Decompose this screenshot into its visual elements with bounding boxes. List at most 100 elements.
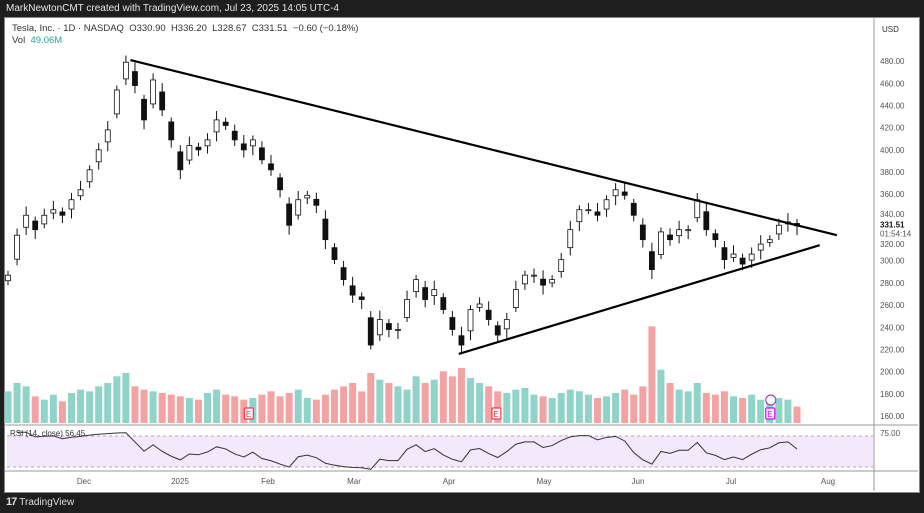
volume-bar	[385, 383, 393, 423]
candle-body	[730, 253, 737, 258]
candle-body	[367, 317, 374, 346]
volume-bar	[711, 394, 719, 423]
candle-body	[431, 289, 438, 296]
candle-body	[304, 194, 311, 199]
candle-body	[712, 233, 719, 241]
candle-body	[458, 335, 465, 346]
volume-bar	[22, 386, 30, 423]
volume-bar	[149, 391, 157, 423]
volume-bar	[775, 398, 783, 423]
volume-bar	[512, 389, 520, 423]
candle-body	[231, 130, 238, 141]
candle-body	[621, 191, 628, 196]
candle-body	[195, 146, 202, 151]
candle-body	[594, 211, 601, 216]
price-tick-label: 440.00	[880, 101, 905, 110]
earnings-marker	[243, 407, 254, 420]
symbol-legend: Tesla, Inc. · 1D · NASDAQ O330.90 H336.2…	[12, 23, 358, 47]
volume-bar	[113, 376, 121, 423]
candle-body	[240, 143, 247, 151]
candle-body	[766, 239, 773, 243]
candle-body	[313, 198, 320, 206]
volume-bar	[222, 394, 230, 423]
candle-body	[349, 285, 356, 296]
candle-body	[721, 247, 728, 261]
volume-bar	[657, 369, 665, 423]
volume-bar	[476, 383, 484, 423]
volume-bar	[194, 399, 202, 423]
volume-bar	[521, 388, 529, 423]
candle-body	[222, 121, 229, 126]
candle-body	[186, 145, 193, 161]
high-value: H336.20	[170, 23, 207, 34]
volume-bar	[67, 393, 75, 423]
volume-bar	[720, 391, 728, 423]
volume-bar	[403, 389, 411, 423]
candle-body	[476, 303, 483, 308]
volume-bar	[86, 391, 94, 423]
volume-bar	[312, 399, 320, 423]
candle-body	[585, 209, 592, 212]
candle-body	[612, 189, 619, 197]
candle-body	[512, 289, 519, 308]
volume-bar	[31, 396, 39, 423]
open-value: O330.90	[129, 23, 166, 34]
rsi-line	[17, 431, 798, 470]
dividend-event-icon	[765, 394, 777, 406]
candle-body	[630, 202, 637, 216]
volume-bar	[321, 394, 329, 423]
candle-body	[558, 259, 565, 273]
price-tick-label: 280.00	[880, 279, 905, 288]
footer: 17 TradingView	[6, 496, 74, 508]
close-value: C331.51	[251, 23, 288, 34]
candle-body	[104, 129, 111, 143]
candle-body	[757, 243, 764, 251]
candle-body	[277, 177, 283, 191]
candle-body	[694, 199, 701, 219]
low-value: L328.67	[212, 23, 247, 34]
time-tick-label: Apr	[443, 477, 456, 486]
volume-bar	[430, 379, 438, 423]
volume-bar	[503, 393, 511, 423]
volume-bar	[276, 396, 284, 423]
candle-body	[549, 279, 556, 284]
volume-bar	[185, 398, 193, 423]
volume-bar	[49, 394, 57, 423]
candle-body	[685, 229, 692, 232]
candle-body	[748, 253, 755, 261]
candle-body	[775, 224, 782, 235]
candle-body	[667, 234, 673, 241]
volume-label: Vol	[12, 35, 26, 46]
candle-body	[150, 79, 157, 105]
volume-bar	[167, 394, 175, 423]
candle-body	[86, 169, 93, 183]
candle-body	[113, 89, 120, 115]
footer-brand[interactable]: TradingView	[19, 496, 75, 508]
candle-body	[95, 149, 102, 163]
candle-body	[531, 274, 537, 277]
volume-bar	[330, 389, 338, 423]
volume-bar	[421, 383, 429, 423]
volume-bar	[457, 368, 465, 423]
volume-bar	[13, 383, 21, 423]
time-tick-label: Feb	[261, 477, 275, 486]
symbol-name[interactable]: Tesla, Inc. · 1D · NASDAQ	[12, 23, 124, 34]
volume-bar	[612, 393, 620, 423]
countdown-label: 01:54:14	[880, 229, 912, 238]
volume-bar	[485, 386, 493, 423]
candle-body	[576, 209, 583, 223]
volume-bar	[539, 396, 547, 423]
candle-body	[204, 139, 211, 147]
price-tick-label: 360.00	[880, 190, 905, 199]
rsi-band	[7, 436, 873, 467]
candle-body	[322, 218, 329, 241]
volume-bar	[666, 383, 674, 423]
candle-body	[331, 247, 338, 261]
price-tick-label: 300.00	[880, 257, 905, 266]
candle-body	[540, 278, 546, 286]
candle-body	[485, 309, 492, 320]
candle-body	[376, 319, 383, 336]
candle-body	[676, 229, 683, 237]
volume-bar	[557, 393, 565, 423]
